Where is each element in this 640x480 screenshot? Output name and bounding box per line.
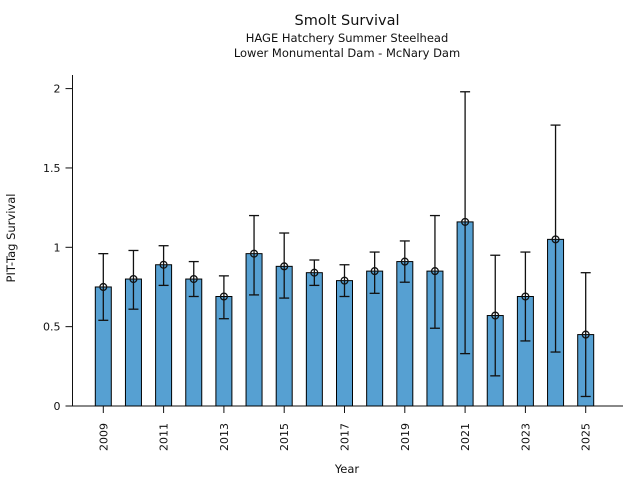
x-tick-label: 2011 xyxy=(158,423,171,451)
y-tick-label: 1.5 xyxy=(43,162,61,175)
x-axis-label: Year xyxy=(334,462,360,476)
x-tick-label: 2015 xyxy=(278,423,291,451)
marker-2013 xyxy=(219,292,228,301)
x-tick-label: 2023 xyxy=(519,423,532,451)
bar-2019 xyxy=(396,261,414,407)
x-tick-label: 2013 xyxy=(218,423,231,451)
chart-subtitle-line2: Lower Monumental Dam - McNary Dam xyxy=(233,46,461,60)
bar-2017 xyxy=(336,280,353,407)
y-tick-label: 1 xyxy=(54,241,61,254)
marker-2015 xyxy=(280,262,289,271)
x-tick-label: 2025 xyxy=(580,423,593,451)
marker-2024 xyxy=(551,235,560,244)
marker-2014 xyxy=(250,249,259,258)
x-tick-label: 2019 xyxy=(399,423,412,451)
marker-2023 xyxy=(521,292,530,301)
marker-2018 xyxy=(370,267,379,276)
bar-2012 xyxy=(185,278,203,407)
marker-2025 xyxy=(581,330,590,339)
marker-2009 xyxy=(99,282,108,292)
y-tick-label: 0 xyxy=(54,400,61,413)
marker-2012 xyxy=(189,274,198,284)
x-tick-label: 2021 xyxy=(459,423,472,451)
marker-2020 xyxy=(430,267,440,276)
marker-2011 xyxy=(159,260,168,269)
x-tick-label: 2017 xyxy=(339,423,352,451)
marker-2010 xyxy=(129,274,138,284)
chart-subtitle-line1: HAGE Hatchery Summer Steelhead xyxy=(245,31,449,45)
marker-2022 xyxy=(491,311,500,320)
marker-2017 xyxy=(340,276,349,285)
y-tick-label: 0.5 xyxy=(43,321,61,334)
marker-2016 xyxy=(310,268,319,277)
x-tick-label: 2009 xyxy=(97,423,110,451)
bar-2016 xyxy=(305,272,323,407)
y-tick-label: 2 xyxy=(54,83,61,96)
marker-2019 xyxy=(400,257,409,266)
chart-title: Smolt Survival xyxy=(294,13,400,29)
marker-2021 xyxy=(461,217,470,226)
